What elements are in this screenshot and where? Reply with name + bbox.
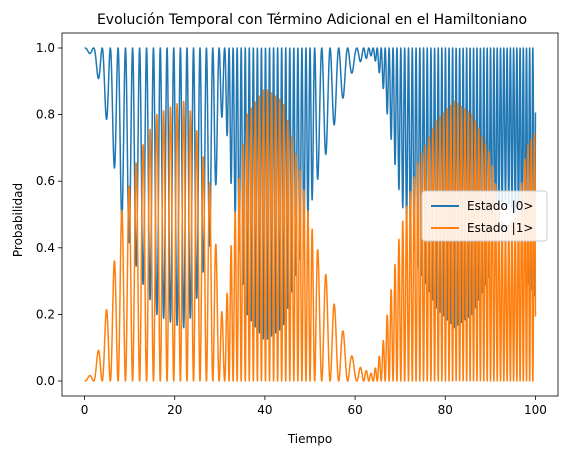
chart-title: Evolución Temporal con Término Adicional… bbox=[97, 12, 527, 28]
legend: Estado |0> Estado |1> bbox=[421, 190, 548, 242]
y-tick-label: 0.2 bbox=[36, 307, 55, 321]
x-tick-label: 60 bbox=[347, 403, 362, 417]
x-axis-label: Tiempo bbox=[287, 432, 332, 446]
x-axis-ticks: 0 20 40 60 80 100 bbox=[81, 396, 547, 417]
y-tick-label: 1.0 bbox=[36, 41, 55, 55]
x-tick-label: 0 bbox=[81, 403, 89, 417]
series-line-estado-0 bbox=[83, 47, 537, 340]
y-tick-label: 0.4 bbox=[36, 241, 55, 255]
x-tick-label: 40 bbox=[257, 403, 272, 417]
plot-frame bbox=[61, 32, 559, 397]
legend-label-estado-0: Estado |0> bbox=[467, 199, 533, 213]
x-tick-label: 20 bbox=[167, 403, 182, 417]
y-tick-label: 0.6 bbox=[36, 174, 55, 188]
series-line-estado-1 bbox=[83, 89, 537, 382]
x-tick-label: 100 bbox=[524, 403, 547, 417]
y-axis-label: Probabilidad bbox=[11, 183, 25, 257]
y-tick-label: 0.8 bbox=[36, 108, 55, 122]
y-tick-label: 0.0 bbox=[36, 374, 55, 388]
legend-label-estado-1: Estado |1> bbox=[467, 221, 533, 235]
x-tick-label: 80 bbox=[438, 403, 453, 417]
y-axis-ticks: 0.0 0.2 0.4 0.6 0.8 1.0 bbox=[36, 41, 62, 388]
series-layer bbox=[83, 47, 537, 382]
